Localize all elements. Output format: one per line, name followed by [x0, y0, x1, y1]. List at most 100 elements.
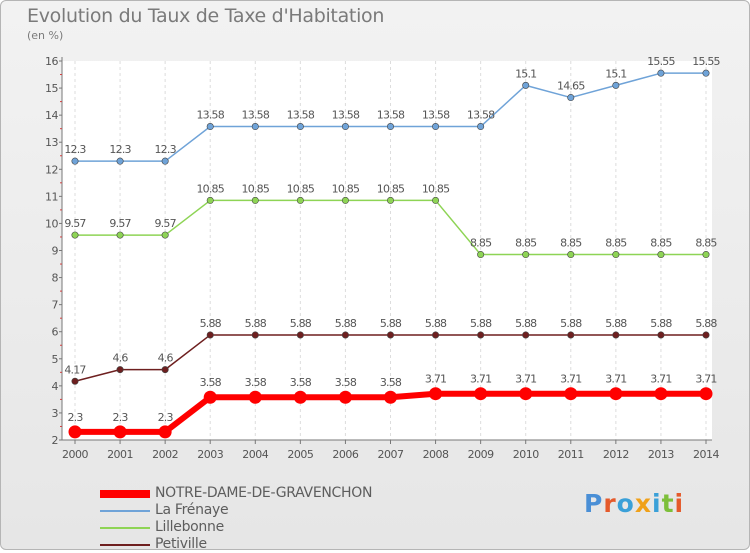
logo-letter: P — [584, 489, 604, 518]
x-tick-label: 2011 — [558, 448, 584, 461]
data-label: 2.3 — [158, 411, 174, 424]
y-tick-label: 7 — [52, 299, 59, 312]
series-point — [477, 123, 485, 131]
logo-letter: t — [661, 489, 675, 518]
data-label: 15.1 — [605, 67, 626, 80]
x-tick-label: 2010 — [513, 448, 539, 461]
series-point — [161, 157, 169, 165]
series-point — [429, 387, 443, 401]
logo-letter: i — [674, 489, 685, 518]
x-tick-label: 2003 — [197, 448, 223, 461]
x-tick-label: 2006 — [332, 448, 358, 461]
series-point — [477, 331, 485, 339]
x-tick-label: 2001 — [107, 448, 133, 461]
series-point — [116, 157, 124, 165]
series-point — [296, 331, 304, 339]
logo-letter: o — [616, 489, 635, 518]
data-label: 13.58 — [422, 109, 450, 122]
series-point — [474, 387, 488, 401]
series-point — [386, 196, 394, 204]
y-tick-label: 16 — [45, 55, 58, 68]
data-label: 13.58 — [467, 109, 495, 122]
logo-letter: x — [634, 489, 652, 518]
series-point — [384, 390, 397, 404]
series-point — [567, 331, 575, 339]
series-point — [341, 123, 349, 131]
series-point — [206, 196, 214, 204]
x-tick-label: 2002 — [152, 448, 178, 461]
series-point — [702, 331, 710, 339]
legend-label: Lillebonne — [155, 519, 224, 535]
data-label: 13.58 — [287, 109, 315, 122]
y-tick-label: 8 — [52, 272, 59, 285]
data-label: 5.88 — [200, 317, 222, 330]
series-point — [203, 390, 217, 404]
x-tick-label: 2004 — [242, 448, 268, 461]
data-label: 5.88 — [695, 317, 717, 330]
data-label: 5.88 — [380, 317, 402, 330]
series-point — [522, 331, 530, 339]
series-point — [612, 331, 620, 339]
y-tick-label: 15 — [45, 82, 58, 95]
series-point — [522, 251, 530, 259]
y-tick-label: 13 — [45, 136, 58, 149]
x-tick-label: 2014 — [693, 448, 719, 461]
line-chart: 2 3 4 5 6 7 8 9 10 11 12 13 14 15 16 2000 2001 2002 2003 20… — [45, 55, 721, 461]
series-point — [564, 387, 578, 401]
y-tick-label: 5 — [52, 353, 59, 366]
x-tick-label: 2012 — [603, 448, 629, 461]
series-point — [432, 196, 440, 204]
data-label: 5.88 — [560, 317, 582, 330]
legend-label: NOTRE-DAME-DE-GRAVENCHON — [155, 485, 373, 501]
data-label: 5.88 — [335, 317, 357, 330]
series-point — [477, 251, 485, 259]
data-label: 12.3 — [64, 143, 86, 156]
legend-swatch — [100, 510, 150, 512]
series-point — [158, 425, 172, 439]
data-label: 3.58 — [290, 376, 312, 389]
y-tick-label: 4 — [52, 380, 59, 393]
series-point — [567, 251, 575, 259]
data-label: 10.85 — [196, 182, 224, 195]
data-label: 4.17 — [64, 363, 86, 376]
y-tick-label: 9 — [52, 245, 59, 258]
series-point — [654, 387, 668, 401]
series-point — [432, 123, 440, 131]
data-label: 8.85 — [560, 237, 582, 250]
series-point — [116, 366, 124, 374]
data-label: 10.85 — [332, 182, 360, 195]
series-point — [522, 81, 530, 89]
data-label: 4.6 — [113, 352, 129, 365]
series-point — [113, 425, 127, 439]
legend-swatch — [100, 544, 150, 546]
data-label: 5.88 — [650, 317, 672, 330]
data-label: 3.58 — [245, 376, 267, 389]
data-label: 5.88 — [290, 317, 312, 330]
series-point — [657, 69, 665, 77]
data-label: 8.85 — [650, 237, 672, 250]
data-label: 13.58 — [242, 109, 270, 122]
data-label: 3.71 — [470, 373, 491, 386]
chart-title: Evolution du Taux de Taxe d'Habitation — [27, 5, 385, 27]
data-label: 3.71 — [650, 373, 671, 386]
y-tick-label: 12 — [45, 163, 58, 176]
series-point — [161, 231, 169, 239]
y-tick-label: 3 — [52, 407, 59, 420]
legend-label: La Frénaye — [155, 502, 229, 518]
chart-unit: (en %) — [27, 29, 64, 42]
data-label: 8.85 — [695, 237, 717, 250]
series-point — [432, 331, 440, 339]
data-label: 5.88 — [425, 317, 447, 330]
data-label: 13.58 — [377, 109, 405, 122]
y-tick-label: 6 — [52, 326, 59, 339]
x-tick-label: 2013 — [648, 448, 674, 461]
series-point — [71, 231, 79, 239]
series-point — [702, 251, 710, 259]
data-label: 15.55 — [647, 55, 675, 68]
data-label: 2.3 — [67, 411, 83, 424]
data-label: 10.85 — [242, 182, 270, 195]
series-point — [206, 331, 214, 339]
series-point — [251, 196, 259, 204]
data-label: 3.71 — [515, 373, 536, 386]
series-point — [251, 123, 259, 131]
